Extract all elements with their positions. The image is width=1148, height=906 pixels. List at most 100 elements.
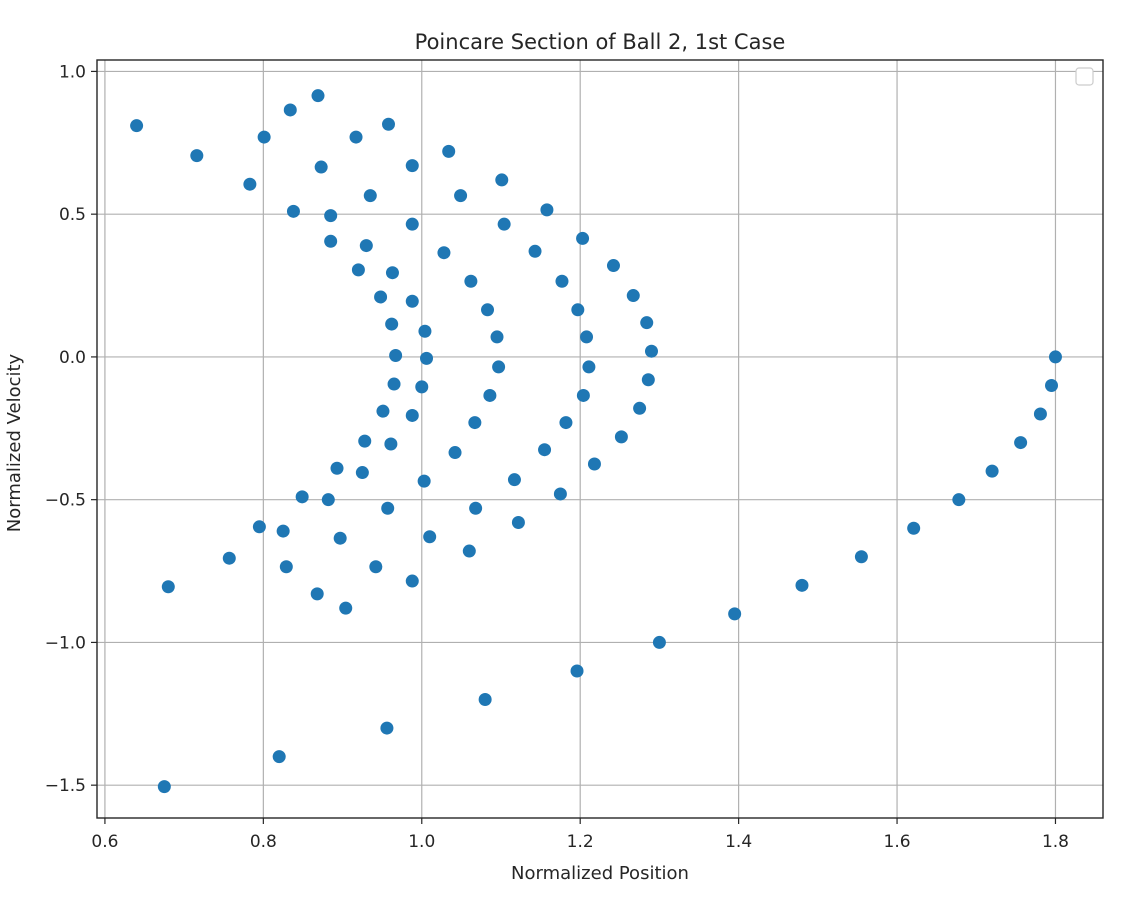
- x-tick-label: 1.0: [408, 832, 435, 852]
- data-point: [314, 160, 328, 174]
- data-point: [490, 330, 504, 344]
- data-point: [907, 521, 921, 535]
- data-point: [279, 560, 293, 574]
- data-point: [481, 303, 495, 317]
- data-point: [633, 401, 647, 415]
- data-point: [349, 130, 363, 144]
- data-point: [405, 294, 419, 308]
- data-point: [580, 330, 594, 344]
- data-point: [582, 360, 596, 374]
- data-point: [374, 290, 388, 304]
- data-point: [363, 189, 377, 203]
- data-point: [310, 587, 324, 601]
- data-point: [1033, 407, 1047, 421]
- data-point: [854, 550, 868, 564]
- data-point: [382, 117, 396, 131]
- data-point: [644, 344, 658, 358]
- y-axis-label: Normalized Velocity: [4, 353, 25, 532]
- data-point: [415, 380, 429, 394]
- data-point: [405, 574, 419, 588]
- data-point: [252, 520, 266, 534]
- data-point: [324, 234, 338, 248]
- data-point: [333, 531, 347, 545]
- y-tick-label: −1.5: [45, 776, 86, 796]
- data-point: [626, 289, 640, 303]
- data-point: [462, 544, 476, 558]
- data-point: [511, 516, 525, 530]
- data-point: [405, 408, 419, 422]
- data-point: [190, 149, 204, 163]
- data-point: [351, 263, 365, 277]
- scatter-points: [130, 89, 1062, 794]
- data-point: [272, 750, 286, 764]
- data-point: [587, 457, 601, 471]
- y-tick-label: −1.0: [45, 633, 86, 653]
- data-point: [464, 274, 478, 288]
- grid-lines: [97, 60, 1103, 818]
- data-point: [385, 266, 399, 280]
- data-point: [243, 177, 257, 191]
- data-point: [507, 473, 521, 487]
- data-point: [369, 560, 383, 574]
- data-point: [130, 119, 144, 133]
- data-point: [795, 578, 809, 592]
- data-point: [454, 189, 468, 203]
- data-point: [553, 487, 567, 501]
- data-point: [540, 203, 554, 217]
- data-point: [952, 493, 966, 507]
- chart-title: Poincare Section of Ball 2, 1st Case: [415, 30, 786, 54]
- data-point: [420, 351, 434, 365]
- data-point: [283, 103, 297, 117]
- x-tick-labels: 0.6 0.8 1.0 1.2 1.4 1.6 1.8: [91, 832, 1069, 852]
- data-point: [157, 780, 171, 794]
- data-point: [417, 474, 431, 488]
- data-point: [571, 303, 585, 317]
- data-point: [559, 416, 573, 430]
- data-point: [330, 461, 344, 475]
- data-point: [640, 316, 654, 330]
- x-tick-label: 1.8: [1042, 832, 1069, 852]
- data-point: [442, 144, 456, 158]
- tick-marks: [91, 70, 1057, 824]
- data-point: [161, 580, 175, 594]
- data-point: [405, 217, 419, 231]
- data-point: [570, 664, 584, 678]
- data-point: [652, 635, 666, 649]
- x-tick-label: 0.8: [250, 832, 277, 852]
- data-point: [311, 89, 325, 103]
- data-point: [483, 388, 497, 402]
- y-tick-labels: 1.0 0.5 0.0 −0.5 −1.0 −1.5: [45, 62, 86, 796]
- data-point: [606, 259, 620, 273]
- data-point: [576, 388, 590, 402]
- data-point: [381, 501, 395, 515]
- data-point: [555, 274, 569, 288]
- data-point: [1048, 350, 1062, 364]
- data-point: [358, 434, 372, 448]
- data-point: [380, 721, 394, 735]
- data-point: [286, 204, 300, 218]
- data-point: [437, 246, 451, 260]
- data-point: [528, 244, 542, 258]
- data-point: [497, 217, 511, 231]
- y-tick-label: −0.5: [45, 491, 86, 511]
- data-point: [376, 404, 390, 418]
- data-point: [222, 551, 236, 565]
- data-point: [448, 446, 462, 460]
- data-point: [468, 416, 482, 430]
- data-point: [1045, 378, 1059, 392]
- data-point: [295, 490, 309, 504]
- data-point: [1014, 436, 1028, 450]
- y-tick-label: 0.5: [59, 205, 86, 225]
- data-point: [257, 130, 271, 144]
- y-tick-label: 0.0: [59, 348, 86, 368]
- data-point: [276, 524, 290, 538]
- data-point: [478, 693, 492, 707]
- data-point: [324, 209, 338, 223]
- legend-box: [1075, 67, 1094, 86]
- data-point: [355, 466, 369, 480]
- data-point: [985, 464, 999, 478]
- data-point: [359, 239, 373, 253]
- data-point: [576, 231, 590, 245]
